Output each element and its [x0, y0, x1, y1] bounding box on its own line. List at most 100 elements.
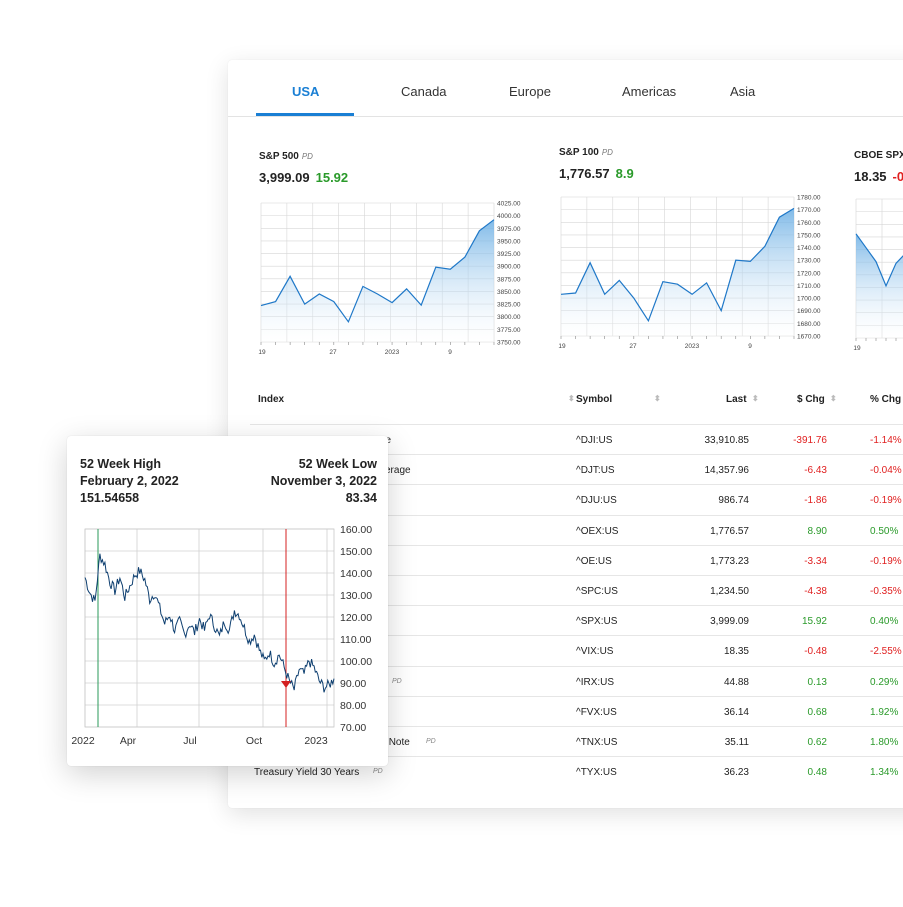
last-cell: 36.14 [723, 706, 749, 718]
tab-americas[interactable]: Americas [622, 84, 677, 99]
table-row[interactable]: T Note PD ^TNX:US 35.11 0.62 1.80% [250, 726, 903, 757]
mini-chart-sp500-plot: 4025.00 4000.00 3975.00 3950.00 3925.00 3900.… [258, 201, 521, 357]
tab-europe[interactable]: Europe [509, 84, 551, 99]
index-name[interactable]: verage [380, 465, 411, 477]
dollar-change-cell: -1.86 [804, 495, 827, 507]
y-tick-label: 1730.00 [797, 258, 821, 265]
high-value: 151.54658 [80, 491, 140, 505]
y-tick-label: 3950.00 [497, 238, 521, 245]
dollar-change-cell: 8.90 [807, 525, 827, 537]
active-tab-indicator [256, 113, 354, 116]
x-tick-label: Jul [183, 735, 196, 747]
y-tick-label: 90.00 [340, 678, 366, 690]
y-tick-label: 130.00 [340, 590, 372, 602]
52-week-price-chart: 160.00 150.00 140.00 130.00 120.00 110.00 100.… [71, 524, 372, 747]
mini-chart-sp500[interactable]: S&P 500 PD 3,999.09 15.92 [259, 151, 348, 185]
pd-tag: PD [301, 152, 313, 161]
y-tick-label: 1740.00 [797, 245, 821, 252]
y-tick-label: 1700.00 [797, 296, 821, 303]
low-label: 52 Week Low [298, 457, 377, 471]
symbol-cell: ^VIX:US [576, 646, 614, 658]
pd-tag: PD [392, 677, 402, 685]
tab-asia[interactable]: Asia [730, 84, 756, 99]
y-tick-label: 1760.00 [797, 220, 821, 227]
table-row[interactable]: ^OEX:US 1,776.57 8.90 0.50% [250, 514, 903, 546]
sort-arrow-icon[interactable]: ⬍ [568, 394, 575, 403]
table-row[interactable]: ^FVX:US 36.14 0.68 1.92% [250, 695, 903, 727]
percent-change-cell: 0.50% [870, 525, 899, 537]
last-value: 1,776.57 [559, 166, 610, 181]
percent-change-cell: -0.19% [870, 555, 902, 567]
mini-chart-cboe[interactable]: CBOE SPX 18.35 -0 [854, 150, 903, 184]
y-tick-label: 3775.00 [497, 327, 521, 334]
x-tick-label: 9 [748, 343, 752, 350]
dollar-change-cell: -0.48 [804, 646, 827, 658]
table-row[interactable]: Treasury Yield 30 Years PD ^TYX:US 36.23 0.4… [250, 756, 903, 787]
symbol-cell: ^TYX:US [576, 767, 617, 779]
plot-frame [84, 528, 335, 728]
symbol-cell: ^DJU:US [576, 495, 617, 507]
y-tick-label: 1710.00 [797, 283, 821, 290]
symbol-cell: ^IRX:US [576, 676, 615, 688]
y-tick-label: 4025.00 [497, 201, 521, 208]
percent-change-cell: -2.55% [870, 646, 902, 658]
y-tick-label: 3900.00 [497, 264, 521, 271]
low-value: 83.34 [345, 491, 377, 505]
mini-chart-sp100[interactable]: S&P 100 PD 1,776.57 8.9 [559, 147, 634, 181]
tab-usa[interactable]: USA [292, 84, 320, 99]
percent-change-cell: 1.92% [870, 706, 899, 718]
y-tick-label: 70.00 [340, 722, 366, 734]
y-tick-label: 1720.00 [797, 270, 821, 277]
last-cell: 3,999.09 [710, 616, 749, 628]
table-row[interactable]: ^DJU:US 986.74 -1.86 -0.19% [250, 484, 903, 515]
y-tick-label: 100.00 [340, 656, 372, 668]
price-series-line [84, 553, 335, 693]
percent-change-cell: -0.19% [870, 495, 902, 507]
mini-chart-sp100-plot: 1780.00 1770.00 1760.00 1750.00 1740.00 1730.… [558, 195, 821, 351]
percent-change-cell: -1.14% [870, 435, 902, 446]
y-tick-label: 140.00 [340, 568, 372, 580]
last-cell: 35.11 [724, 737, 749, 748]
table-row[interactable]: ^SPX:US 3,999.09 15.92 0.40% [250, 605, 903, 636]
y-tick-label: 150.00 [340, 546, 372, 558]
table-row[interactable]: ^SPC:US 1,234.50 -4.38 -0.35% [250, 575, 903, 606]
dollar-change-cell: 0.68 [807, 706, 827, 718]
y-tick-label: 1690.00 [797, 308, 821, 315]
low-point-marker-icon [281, 681, 291, 688]
y-tick-label: 3750.00 [497, 340, 521, 347]
header-index[interactable]: Index [258, 394, 285, 405]
y-tick-label: 80.00 [340, 700, 366, 712]
area-fill [261, 219, 494, 342]
change-value: -0 [892, 169, 903, 184]
sort-arrow-icon[interactable]: ⬍ [654, 394, 661, 403]
header-percent-change[interactable]: % Chg [870, 394, 902, 405]
y-tick-label: 3825.00 [497, 302, 521, 309]
x-tick-label: 9 [448, 349, 452, 356]
header-symbol[interactable]: Symbol [576, 394, 613, 405]
y-tick-label: 3875.00 [497, 276, 521, 283]
y-tick-label: 3975.00 [497, 226, 521, 233]
header-last[interactable]: Last [726, 394, 747, 405]
series-line [260, 219, 495, 324]
area-fill [856, 233, 903, 338]
sort-arrow-icon[interactable]: ⬍ [752, 394, 759, 403]
symbol-cell: ^OEX:US [576, 525, 619, 537]
table-row[interactable]: PD ^IRX:US 44.88 0.13 0.29% [250, 665, 903, 697]
index-name[interactable]: Treasury Yield 30 Years [254, 767, 360, 779]
dollar-change-cell: -391.76 [793, 435, 827, 446]
pd-tag: PD [373, 768, 383, 776]
series-line [855, 233, 903, 288]
table-row[interactable]: verage ^DJT:US 14,357.96 -6.43 -0.04% [250, 454, 903, 485]
dollar-change-cell: 0.48 [807, 767, 827, 779]
tab-canada[interactable]: Canada [401, 84, 447, 99]
header-dollar-change[interactable]: $ Chg [797, 394, 825, 405]
index-name[interactable]: T Note [380, 737, 410, 748]
high-date: February 2, 2022 [80, 474, 179, 488]
table-row[interactable]: ^OE:US 1,773.23 -3.34 -0.19% [250, 544, 903, 576]
x-tick-label: 27 [329, 349, 337, 356]
sort-arrow-icon[interactable]: ⬍ [830, 394, 837, 403]
y-tick-label: 3850.00 [497, 289, 521, 296]
change-value: 15.92 [315, 170, 349, 185]
last-cell: 986.74 [718, 495, 749, 507]
index-name: CBOE SPX [854, 150, 903, 161]
